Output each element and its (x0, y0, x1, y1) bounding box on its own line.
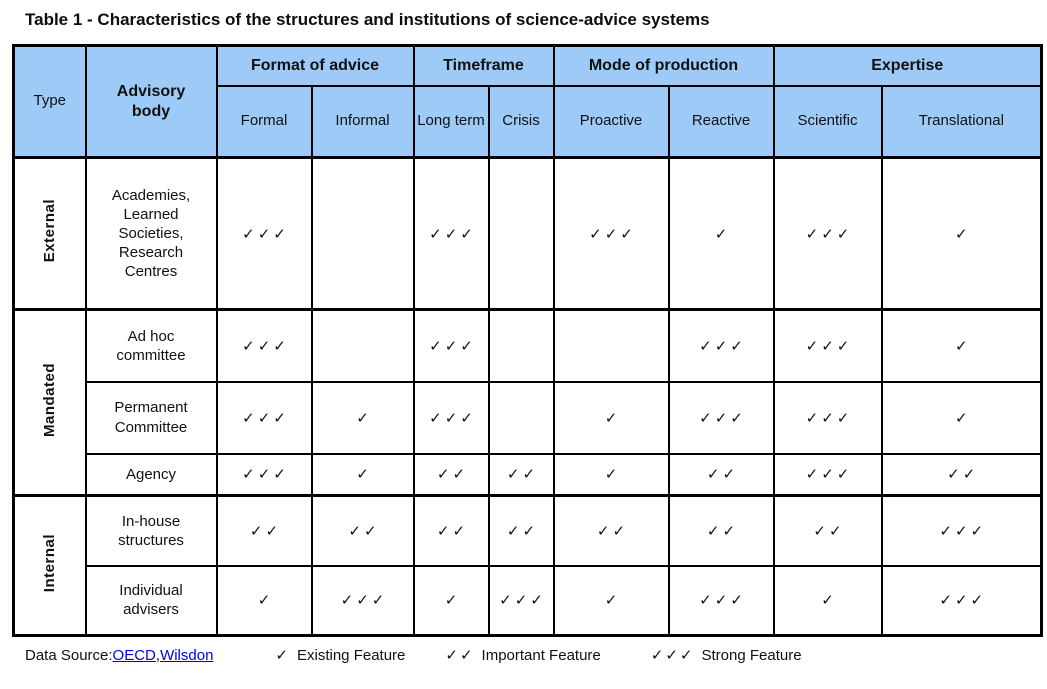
check-cell: ✓✓✓ (667, 564, 775, 637)
check-cell: ✓✓✓ (667, 380, 775, 455)
check-cell: ✓✓✓ (772, 380, 883, 455)
check-symbol: ✓ (275, 647, 290, 664)
check-cell: ✓✓ (487, 494, 555, 567)
col-header-crisis: Crisis (487, 84, 555, 159)
type-section-mandated-label: Mandated (41, 362, 59, 437)
check-cell: ✓ (552, 380, 670, 455)
advisory-body-cell: Permanent Committee (84, 380, 218, 455)
legend-existing-label: Existing Feature (297, 647, 406, 664)
check-cell: ✓✓ (310, 494, 415, 567)
check-cell: ✓✓✓ (487, 564, 555, 637)
check-cell: ✓✓✓ (412, 380, 490, 455)
check-cell (487, 308, 555, 383)
advisory-body-cell: Agency (84, 452, 218, 497)
check-cell: ✓ (880, 308, 1043, 383)
check-cell: ✓✓✓ (772, 452, 883, 497)
advisory-body-cell: Ad hoc committee (84, 308, 218, 383)
check-cell: ✓ (310, 380, 415, 455)
check-cell: ✓✓✓ (772, 308, 883, 383)
advisory-body-cell: Individual advisers (84, 564, 218, 637)
col-header-translational: Translational (880, 84, 1043, 159)
page-title: Table 1 - Characteristics of the structu… (25, 10, 710, 29)
check-cell: ✓✓ (880, 452, 1043, 497)
check-cell: ✓✓ (215, 494, 313, 567)
type-section-external: External (12, 156, 87, 311)
col-header-type: Type (12, 44, 87, 159)
check-cell: ✓ (310, 452, 415, 497)
check-cell: ✓ (880, 156, 1043, 311)
check-cell (487, 380, 555, 455)
legend-important-label: Important Feature (481, 647, 601, 664)
link-separator: , (155, 647, 161, 664)
group-header-expertise: Expertise (772, 44, 1043, 87)
check-cell: ✓✓✓ (667, 308, 775, 383)
check-cell: ✓✓ (487, 452, 555, 497)
advisory-body-cell: Academies, Learned Societies, Research C… (84, 156, 218, 311)
check-cell (487, 156, 555, 311)
check-cell: ✓ (552, 564, 670, 637)
check-cell: ✓✓ (412, 452, 490, 497)
check-cell: ✓✓✓ (215, 308, 313, 383)
table-row: Individual advisers ✓ ✓✓✓ ✓ ✓✓✓ ✓ ✓✓✓ ✓ … (14, 564, 1043, 637)
table-row: External Academies, Learned Societies, R… (12, 156, 1043, 311)
check-cell: ✓✓✓ (552, 156, 670, 311)
check-symbol: ✓✓ (445, 647, 475, 664)
legend-strong-label: Strong Feature (701, 647, 802, 664)
col-header-reactive: Reactive (667, 84, 775, 159)
check-cell: ✓✓✓ (412, 156, 490, 311)
check-cell: ✓✓✓ (215, 156, 313, 311)
wilsdon-link[interactable]: Wilsdon (160, 647, 214, 664)
table-row: Agency ✓✓✓ ✓ ✓✓ ✓✓ ✓ ✓✓ ✓✓✓ ✓✓ (14, 452, 1043, 497)
type-section-internal: Internal (12, 494, 87, 637)
check-cell: ✓ (772, 564, 883, 637)
col-header-advisory-body: Advisory body (84, 44, 218, 159)
legend-important-feature: ✓✓ Important Feature (445, 646, 600, 664)
check-cell: ✓ (412, 564, 490, 637)
check-symbol: ✓✓✓ (650, 647, 695, 664)
check-cell: ✓ (215, 564, 313, 637)
table-footer: Data Source: OECD , Wilsdon ✓ Existing F… (25, 646, 1047, 664)
check-cell: ✓ (552, 452, 670, 497)
check-cell: ✓✓✓ (880, 564, 1043, 637)
check-cell: ✓✓✓ (215, 380, 313, 455)
data-source-label: Data Source: (25, 647, 113, 664)
col-header-advisory-body-label: Advisory body (116, 82, 186, 120)
oecd-link[interactable]: OECD (112, 647, 156, 664)
check-cell: ✓✓✓ (880, 494, 1043, 567)
check-cell (310, 308, 415, 383)
check-cell: ✓✓✓ (215, 452, 313, 497)
check-cell: ✓✓ (667, 452, 775, 497)
check-cell: ✓✓✓ (772, 156, 883, 311)
col-header-proactive: Proactive (552, 84, 670, 159)
check-cell: ✓ (880, 380, 1043, 455)
legend-existing-feature: ✓ Existing Feature (275, 646, 405, 664)
check-cell: ✓✓ (772, 494, 883, 567)
table-row: Internal In-house structures ✓✓ ✓✓ ✓✓ ✓✓… (12, 494, 1043, 637)
group-header-mode-of-production: Mode of production (552, 44, 775, 87)
col-header-long-term: Long term (412, 84, 490, 159)
check-cell: ✓ (667, 156, 775, 311)
col-header-scientific: Scientific (772, 84, 883, 159)
type-section-external-label: External (41, 199, 59, 263)
check-cell: ✓✓✓ (412, 308, 490, 383)
type-section-internal-label: Internal (41, 533, 59, 593)
check-cell (310, 156, 415, 311)
check-cell: ✓✓ (552, 494, 670, 567)
group-header-timeframe: Timeframe (412, 44, 555, 87)
col-header-informal: Informal (310, 84, 415, 159)
characteristics-table: Type Advisory body Format of advice Time… (12, 44, 1043, 637)
group-header-format-of-advice: Format of advice (215, 44, 415, 87)
col-header-formal: Formal (215, 84, 313, 159)
advisory-body-cell: In-house structures (84, 494, 218, 567)
check-cell (552, 308, 670, 383)
table-row: Mandated Ad hoc committee ✓✓✓ ✓✓✓ ✓✓✓ ✓✓… (12, 308, 1043, 497)
table-row: Permanent Committee ✓✓✓ ✓ ✓✓✓ ✓ ✓✓✓ ✓✓✓ … (14, 380, 1043, 455)
check-cell: ✓✓ (412, 494, 490, 567)
check-cell: ✓✓✓ (310, 564, 415, 637)
legend-strong-feature: ✓✓✓ Strong Feature (651, 646, 802, 664)
type-section-mandated: Mandated (12, 308, 87, 497)
check-cell: ✓✓ (667, 494, 775, 567)
